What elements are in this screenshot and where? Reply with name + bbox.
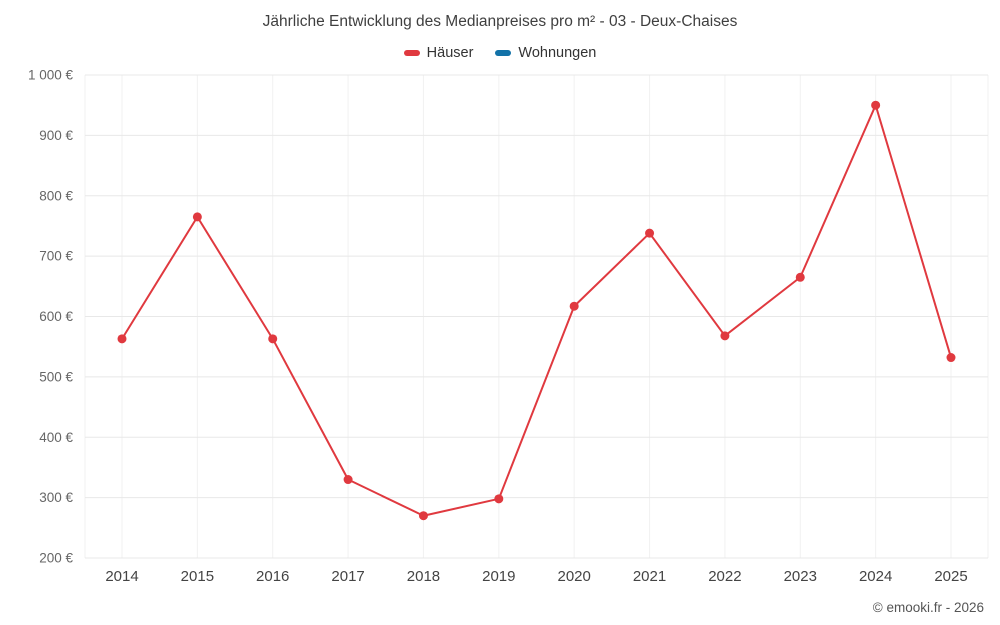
x-tick-label: 2016 [256, 568, 289, 585]
data-point[interactable] [645, 228, 655, 238]
data-point[interactable] [720, 331, 730, 341]
copyright-watermark: © emooki.fr - 2026 [872, 600, 984, 615]
legend-swatch-icon [403, 50, 420, 56]
x-tick-label: 2018 [407, 568, 440, 585]
x-tick-label: 2015 [181, 568, 214, 585]
y-tick-label: 500 € [39, 369, 73, 384]
data-point[interactable] [343, 475, 353, 485]
y-tick-label: 800 € [39, 188, 73, 203]
data-point[interactable] [946, 353, 956, 363]
y-tick-label: 700 € [39, 249, 73, 264]
legend-label: Wohnungen [518, 45, 597, 61]
y-tick-label: 1 000 € [28, 68, 74, 83]
chart-title: Jährliche Entwicklung des Medianpreises … [262, 13, 738, 30]
x-tick-label: 2022 [708, 568, 741, 585]
chart-legend: Häuser Wohnungen [0, 45, 1000, 61]
y-tick-label: 300 € [39, 490, 73, 505]
series-line-häuser [121, 104, 952, 517]
data-point[interactable] [268, 334, 278, 344]
legend-item-h-user[interactable]: Häuser [403, 45, 474, 61]
y-tick-label: 400 € [39, 430, 73, 445]
legend-item-wohnungen[interactable]: Wohnungen [495, 45, 596, 61]
x-tick-label: 2024 [859, 568, 892, 585]
y-tick-label: 600 € [39, 309, 73, 324]
data-point[interactable] [418, 511, 428, 521]
x-tick-label: 2025 [934, 568, 967, 585]
y-tick-label: 200 € [39, 551, 73, 566]
legend-label: Häuser [426, 45, 474, 61]
x-tick-label: 2019 [482, 568, 515, 585]
x-tick-label: 2017 [331, 568, 364, 585]
x-tick-label: 2020 [557, 568, 590, 585]
data-point[interactable] [871, 100, 881, 110]
x-tick-label: 2023 [784, 568, 817, 585]
x-tick-label: 2021 [633, 568, 666, 585]
data-point[interactable] [192, 212, 202, 222]
data-point[interactable] [494, 494, 504, 504]
data-point[interactable] [117, 334, 127, 344]
y-tick-label: 900 € [39, 128, 73, 143]
legend-swatch-icon [495, 50, 512, 56]
data-point[interactable] [569, 301, 579, 311]
data-point[interactable] [795, 272, 805, 282]
x-tick-label: 2014 [105, 568, 138, 585]
